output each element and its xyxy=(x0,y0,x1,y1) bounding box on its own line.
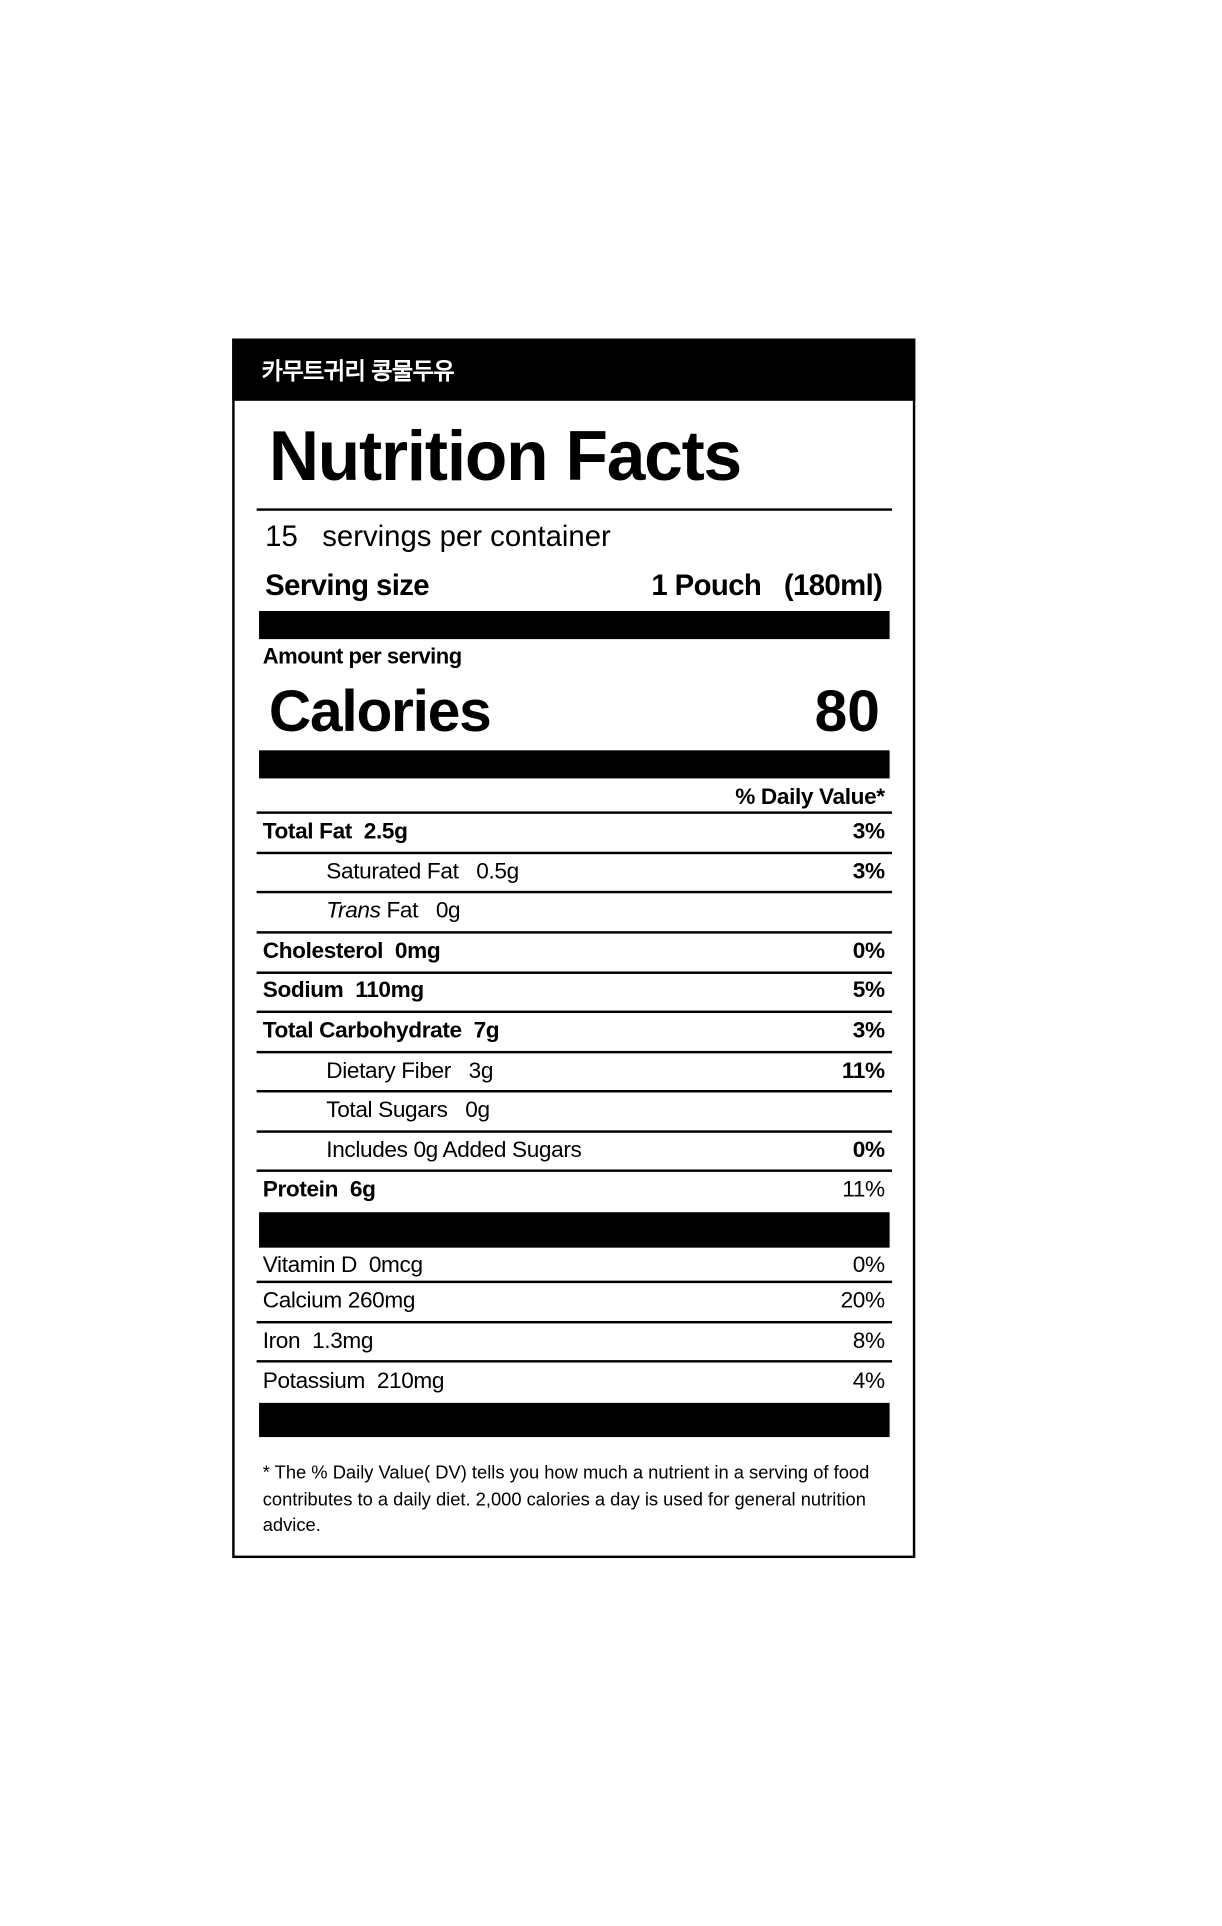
nutrient-dv: 5% xyxy=(852,976,885,1003)
nutrient-amount: 0g xyxy=(435,896,461,923)
divider xyxy=(256,1320,893,1323)
divider xyxy=(256,851,893,854)
serving-size-label: Serving size xyxy=(265,569,429,603)
nutrient-amount: 0g xyxy=(465,1096,490,1122)
product-name: 카무트귀리 콩물두유 xyxy=(261,359,455,385)
divider xyxy=(256,971,893,974)
vitamin-name: Vitamin D xyxy=(262,1251,358,1277)
servings-label: servings per container xyxy=(322,520,611,554)
nutrient-amount: 2.5g xyxy=(363,817,408,844)
divider xyxy=(256,1360,893,1362)
divider xyxy=(256,1050,893,1053)
serving-amount: 1 Pouch xyxy=(651,569,762,603)
vitamin-row-vitamin-d: Vitamin D 0mcg 0% xyxy=(263,1251,885,1280)
nutrient-row-protein: Protein 6g 11% xyxy=(263,1176,885,1205)
divider xyxy=(256,1130,893,1133)
nutrient-row-cholesterol: Cholesterol 0mg 0% xyxy=(263,937,885,966)
vitamin-row-calcium: Calcium 260mg 20% xyxy=(263,1287,885,1316)
divider xyxy=(256,1010,893,1013)
divider xyxy=(256,508,893,511)
vitamin-amount: 0mcg xyxy=(368,1251,423,1277)
vitamin-row-iron: Iron 1.3mg 8% xyxy=(263,1327,885,1356)
thick-divider xyxy=(259,1402,890,1438)
nutrient-row-dietary-fiber: Dietary Fiber 3g 11% xyxy=(263,1057,885,1086)
calories-label: Calories xyxy=(268,679,492,745)
calories-value: 80 xyxy=(814,679,880,745)
nutrient-name: Total Sugars xyxy=(326,1096,448,1122)
nutrient-name: Sodium xyxy=(262,976,344,1003)
nutrient-name: Total Fat xyxy=(262,817,353,844)
vitamin-amount: 210mg xyxy=(376,1367,445,1394)
nutrient-dv: 3% xyxy=(852,817,885,844)
vitamin-row-potassium: Potassium 210mg 4% xyxy=(263,1367,885,1396)
label-title: Nutrition Facts xyxy=(268,416,742,497)
nutrient-dv: 0% xyxy=(852,1136,885,1163)
divider xyxy=(256,811,893,814)
servings-per-container: 15 servings per container xyxy=(265,521,611,555)
servings-count: 15 xyxy=(265,520,298,554)
nutrient-row-sodium: Sodium 110mg 5% xyxy=(263,976,885,1005)
divider xyxy=(256,890,893,893)
nutrient-name: Cholesterol xyxy=(262,937,384,963)
nutrient-row-saturated-fat: Saturated Fat 0.5g 3% xyxy=(263,858,885,887)
divider xyxy=(256,1090,893,1092)
daily-value-header: % Daily Value* xyxy=(735,783,885,809)
nutrient-dv: 3% xyxy=(852,857,885,884)
nutrient-name: Includes 0g Added Sugars xyxy=(326,1136,582,1163)
vitamin-amount: 260mg xyxy=(347,1286,416,1313)
nutrient-amount: 3g xyxy=(468,1057,494,1083)
nutrient-amount: 7g xyxy=(473,1016,500,1043)
nutrient-row-added-sugars: Includes 0g Added Sugars 0% xyxy=(263,1136,885,1165)
footnote: * The % Daily Value( DV) tells you how m… xyxy=(262,1462,870,1537)
nutrient-name: Dietary Fiber xyxy=(326,1057,451,1083)
vitamin-dv: 4% xyxy=(852,1367,885,1394)
serving-volume: (180ml) xyxy=(783,569,883,603)
nutrient-row-total-carbohydrate: Total Carbohydrate 7g 3% xyxy=(263,1017,885,1046)
nutrient-amount: 0mg xyxy=(394,937,441,963)
vitamin-dv: 20% xyxy=(840,1286,886,1313)
thick-divider xyxy=(259,1212,890,1248)
nutrient-name: Total Carbohydrate xyxy=(262,1016,462,1043)
amount-per-serving: Amount per serving xyxy=(262,643,462,669)
vitamin-name: Calcium xyxy=(262,1286,342,1313)
divider xyxy=(256,1169,893,1172)
divider xyxy=(256,931,893,933)
thick-divider xyxy=(259,611,890,640)
thick-divider xyxy=(259,750,890,779)
nutrient-name: Protein xyxy=(262,1175,339,1202)
product-header: 카무트귀리 콩물두유 xyxy=(232,338,916,401)
vitamin-dv: 8% xyxy=(852,1327,885,1353)
nutrient-name-rest: Fat xyxy=(386,896,419,923)
nutrient-dv: 0% xyxy=(852,937,885,963)
nutrient-dv: 11% xyxy=(841,1057,885,1083)
vitamin-amount: 1.3mg xyxy=(312,1327,374,1353)
nutrient-row-total-sugars: Total Sugars 0g xyxy=(263,1096,885,1125)
nutrient-dv: 3% xyxy=(852,1016,885,1043)
divider xyxy=(256,1280,893,1283)
nutrient-row-trans-fat: Trans Fat 0g xyxy=(263,897,885,926)
nutrient-row-total-fat: Total Fat 2.5g 3% xyxy=(263,818,885,847)
nutrient-dv: 11% xyxy=(842,1175,885,1202)
vitamin-name: Potassium xyxy=(262,1367,366,1394)
nutrient-amount: 110mg xyxy=(355,976,424,1003)
vitamin-name: Iron xyxy=(262,1327,301,1353)
nutrient-amount: 6g xyxy=(349,1175,376,1202)
nutrient-name: Trans xyxy=(326,896,381,923)
vitamin-dv: 0% xyxy=(852,1251,885,1277)
serving-size-value: 1 Pouch (180ml) xyxy=(651,569,882,603)
nutrient-name: Saturated Fat xyxy=(326,857,459,884)
nutrient-amount: 0.5g xyxy=(476,857,519,884)
